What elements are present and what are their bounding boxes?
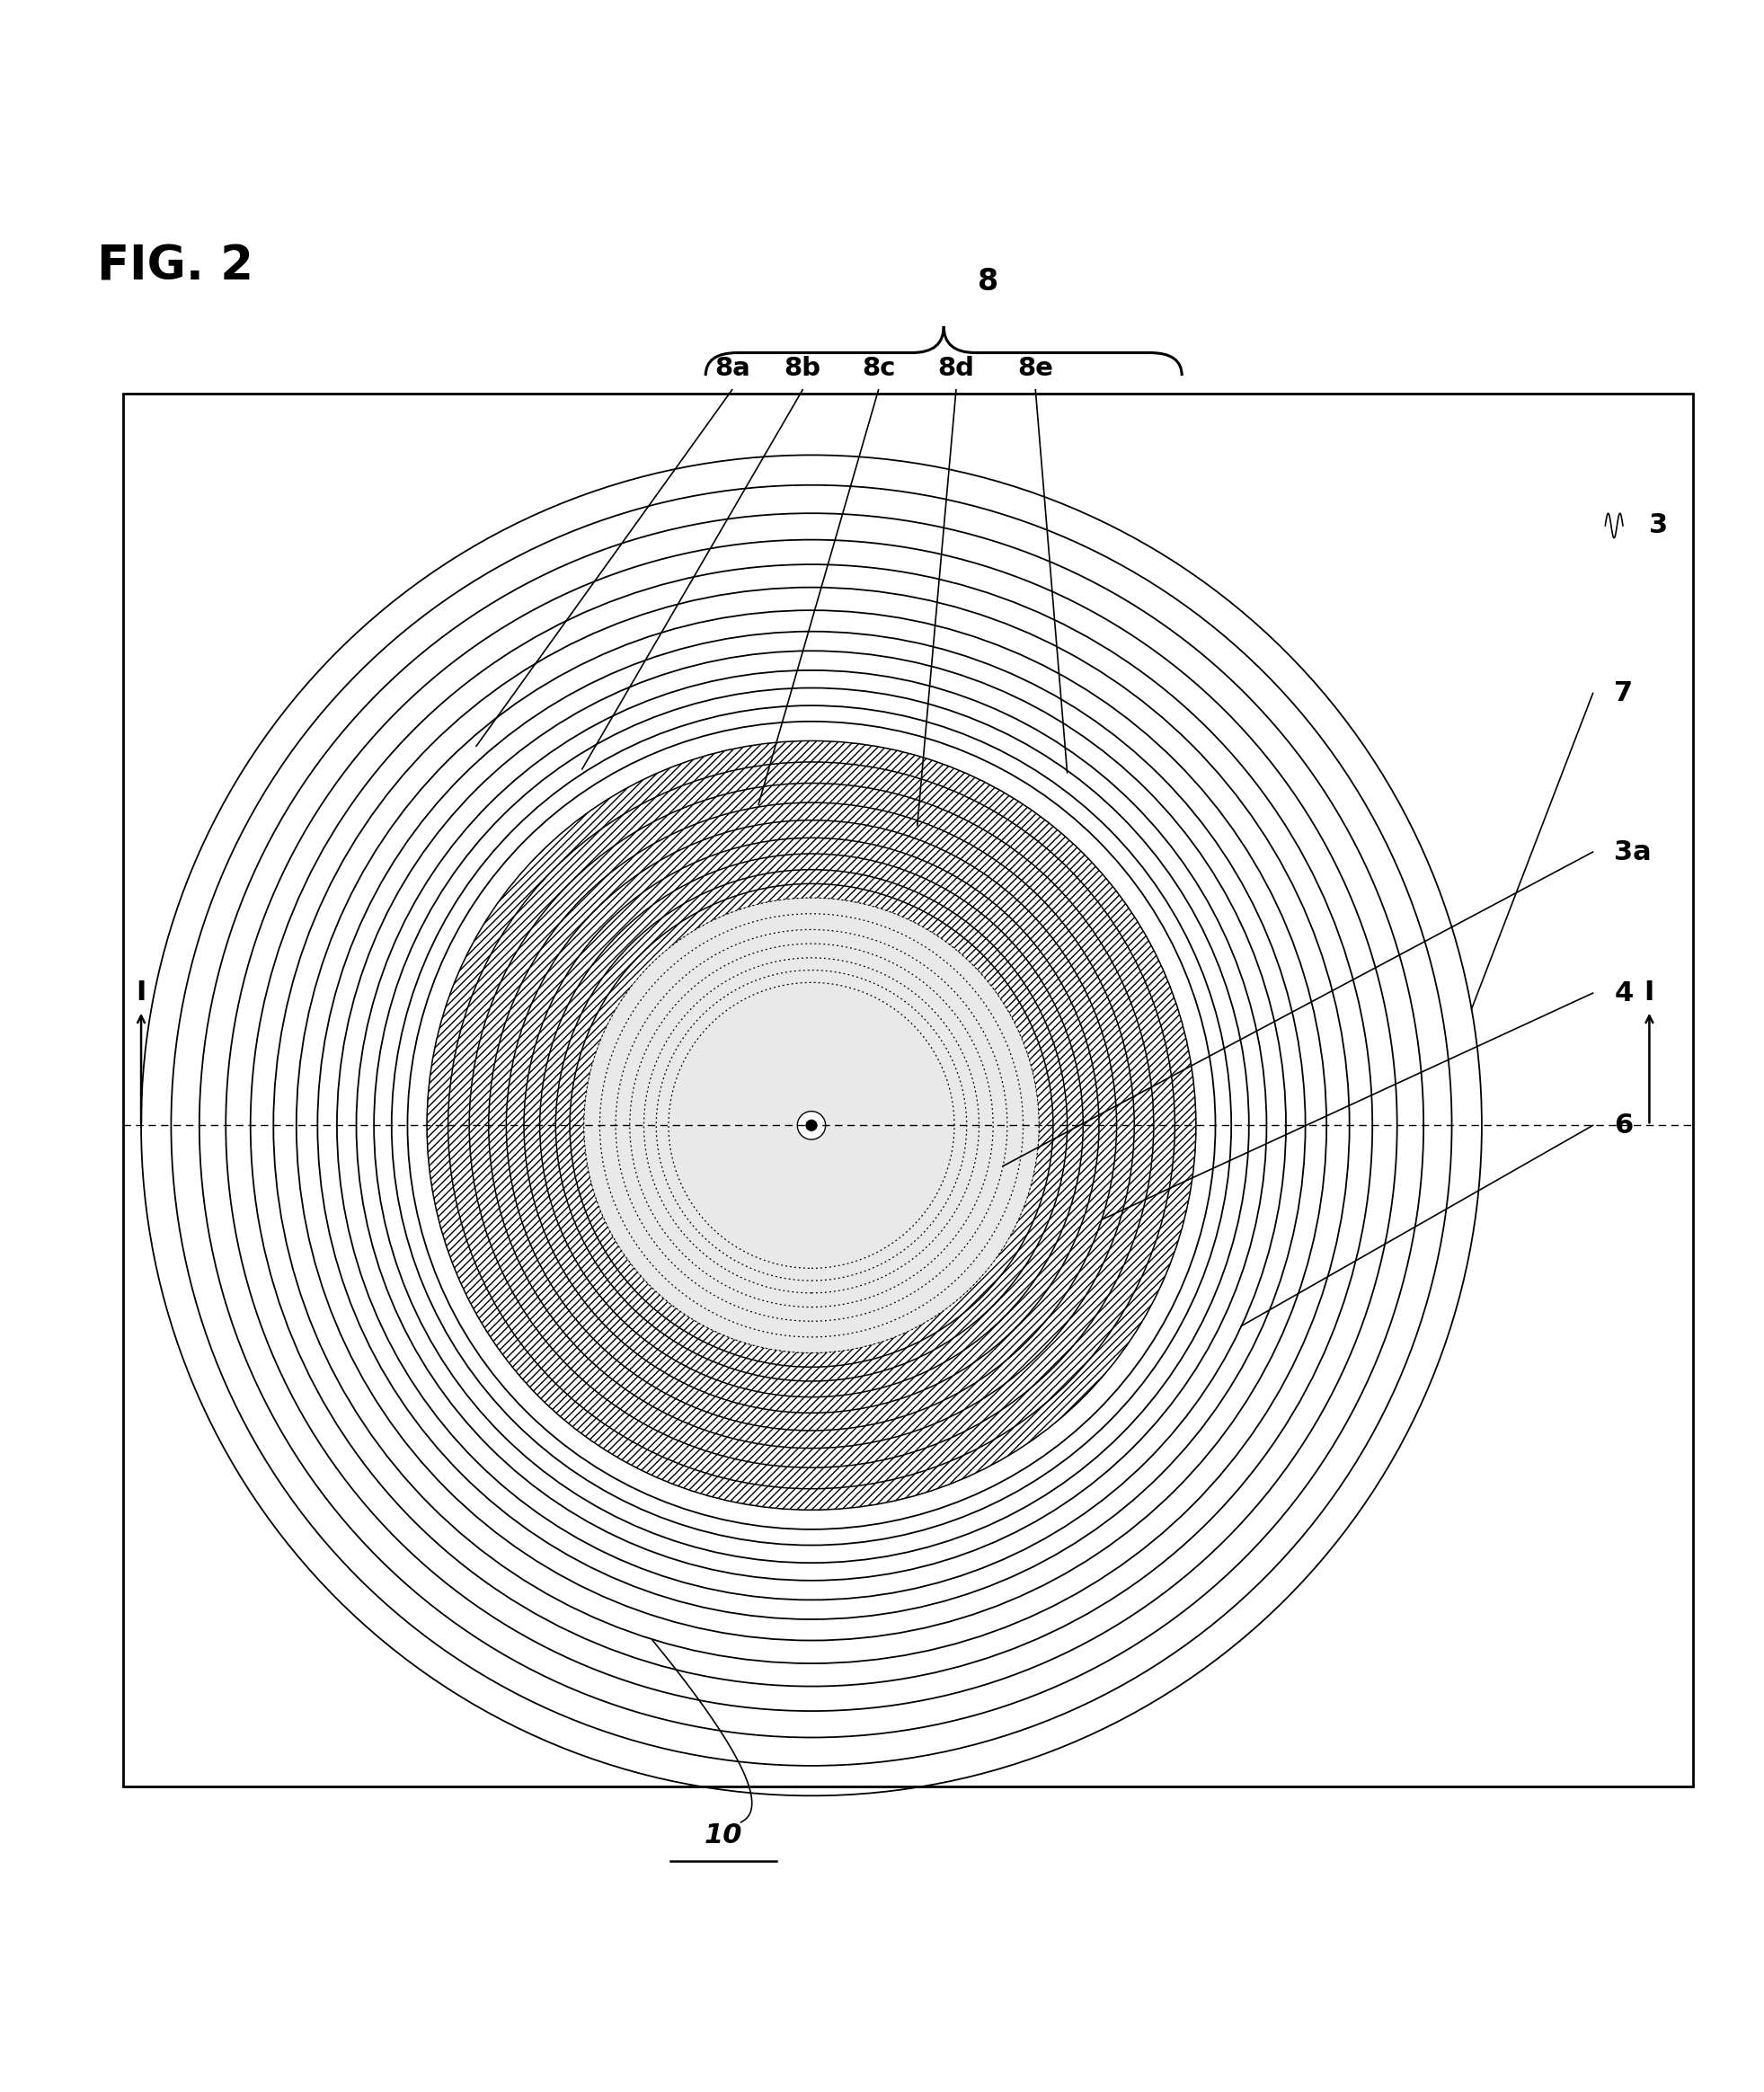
Wedge shape — [584, 897, 1039, 1354]
Text: 8e: 8e — [1018, 356, 1053, 381]
Text: FIG. 2: FIG. 2 — [97, 243, 254, 291]
Text: 8b: 8b — [785, 356, 820, 381]
Text: I: I — [1644, 979, 1655, 1006]
Text: 6: 6 — [1614, 1113, 1633, 1138]
Text: 8: 8 — [977, 266, 998, 297]
Circle shape — [806, 1119, 817, 1130]
Text: 8a: 8a — [714, 356, 750, 381]
Text: 10: 10 — [704, 1822, 743, 1849]
Text: I: I — [136, 979, 146, 1006]
Text: 8d: 8d — [938, 356, 974, 381]
Text: 7: 7 — [1614, 680, 1633, 707]
Text: 3: 3 — [1649, 513, 1669, 538]
Text: 3a: 3a — [1614, 839, 1651, 864]
Bar — [123, 393, 1693, 1787]
Text: 8c: 8c — [861, 356, 896, 381]
Text: 4: 4 — [1614, 979, 1633, 1006]
